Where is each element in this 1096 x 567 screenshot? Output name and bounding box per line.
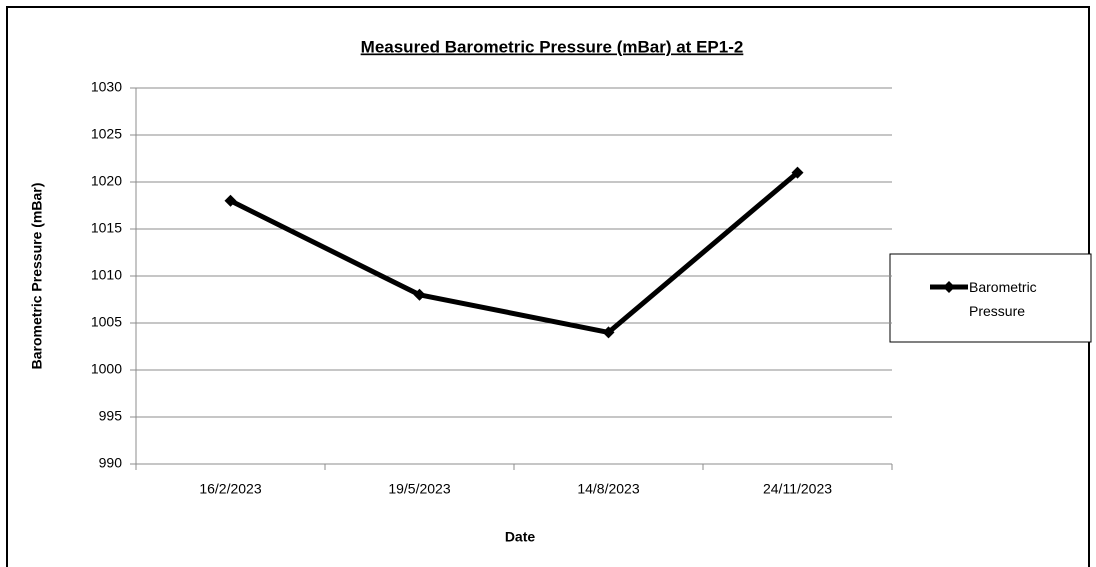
x-tick-label: 16/2/2023: [199, 481, 261, 497]
legend-label: Barometric Pressure: [969, 279, 1037, 319]
y-axis-label: Barometric Pressure (mBar): [29, 183, 45, 370]
chart-title: Measured Barometric Pressure (mBar) at E…: [361, 37, 744, 56]
data-point: [413, 288, 426, 301]
x-tick-label: 24/11/2023: [763, 481, 832, 497]
y-tick-label: 1025: [91, 126, 122, 142]
y-tick-label: 990: [99, 455, 123, 471]
data-point: [791, 166, 804, 179]
data-point: [224, 194, 237, 207]
y-tick-label: 1010: [91, 267, 122, 283]
y-tick-label: 1015: [91, 220, 122, 236]
x-axis-label: Date: [505, 529, 536, 545]
legend-box: [889, 253, 1092, 343]
y-tick-label: 1020: [91, 173, 122, 189]
series-line: [229, 170, 800, 335]
y-tick-label: 995: [99, 408, 123, 424]
x-tick-label: 14/8/2023: [577, 481, 639, 497]
data-point: [602, 326, 615, 339]
legend-item: Barometric Pressure: [969, 279, 1037, 319]
y-tick-label: 1030: [91, 79, 122, 95]
y-tick-label: 1000: [91, 361, 122, 377]
x-tick-label: 19/5/2023: [388, 481, 450, 497]
legend-marker: [943, 281, 955, 293]
y-tick-label: 1005: [91, 314, 122, 330]
